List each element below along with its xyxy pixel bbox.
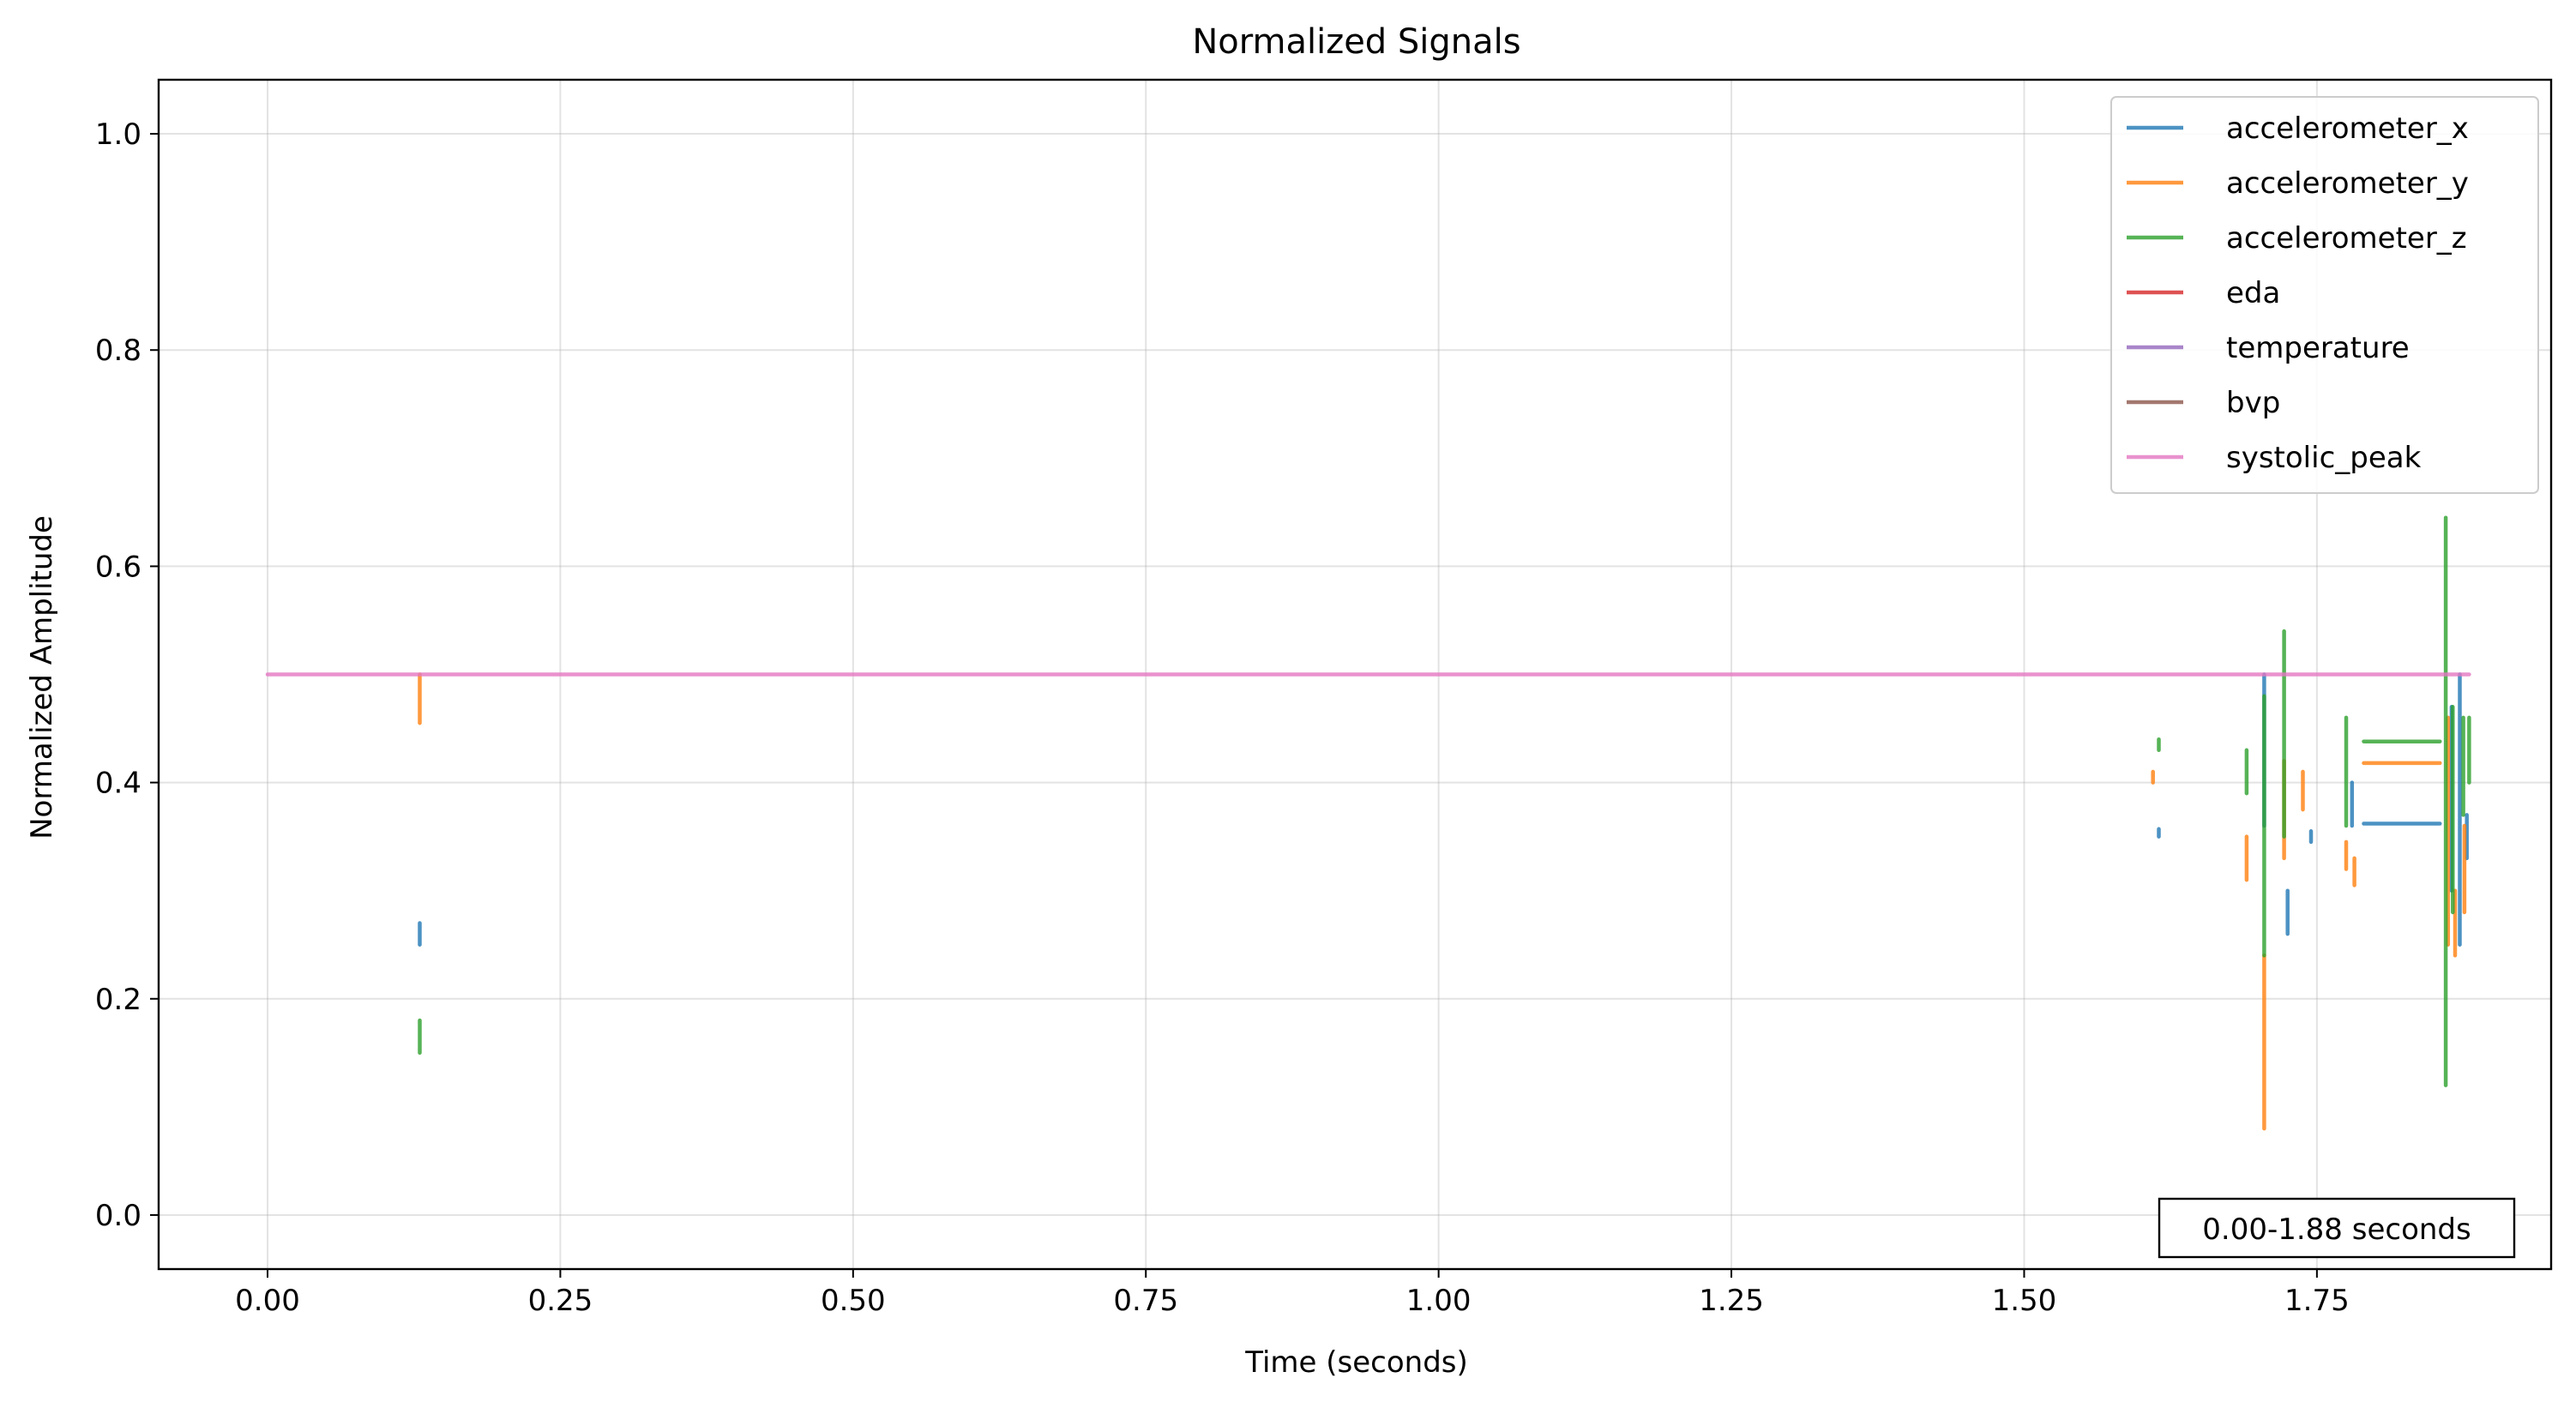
series-layer: [265, 515, 2471, 1131]
series-accelerometer-z: [418, 515, 2471, 1087]
y-tick-label: 0.0: [95, 1199, 141, 1233]
legend-label: accelerometer_x: [2226, 111, 2469, 146]
x-tick-label: 1.25: [1699, 1284, 1764, 1318]
legend-label: bvp: [2226, 386, 2280, 420]
time-range-annotation: 0.00-1.88 seconds: [2158, 1197, 2516, 1259]
y-tick-label: 0.2: [95, 983, 141, 1017]
chart-title: Normalized Signals: [1192, 22, 1520, 62]
x-axis-label: Time (seconds): [1244, 1345, 1468, 1380]
x-tick-label: 0.50: [821, 1284, 886, 1318]
y-axis-label: Normalized Amplitude: [25, 515, 59, 839]
legend-label: accelerometer_y: [2226, 166, 2469, 201]
x-tick-label: 0.75: [1113, 1284, 1178, 1318]
y-tick-label: 0.8: [95, 334, 141, 368]
x-tick-label: 0.00: [235, 1284, 300, 1318]
legend-label: accelerometer_z: [2226, 221, 2467, 256]
legend-label: eda: [2226, 276, 2280, 310]
tick-layer: 0.00 0.25 0.50 0.75 1.00 1.25 1.50 1.75 0.0 0.2 0.…: [95, 117, 2350, 1318]
legend-label: temperature: [2226, 331, 2410, 365]
x-tick-label: 1.00: [1406, 1284, 1472, 1318]
x-tick-label: 0.25: [528, 1284, 593, 1318]
plot-frame: [157, 78, 2553, 1271]
y-tick-label: 1.0: [95, 117, 141, 152]
x-tick-label: 1.50: [1992, 1284, 2057, 1318]
legend: accelerometer_x accelerometer_y accelerome…: [2110, 96, 2539, 494]
series-accelerometer-y: [418, 672, 2467, 1131]
x-tick-label: 1.75: [2284, 1284, 2350, 1318]
annotation-frame: [2158, 1197, 2516, 1259]
y-tick-label: 0.6: [95, 550, 141, 584]
annotation-text: 0.00-1.88 seconds: [2202, 1212, 2471, 1247]
legend-label: systolic_peak: [2226, 441, 2422, 475]
legend-frame: [2110, 96, 2539, 494]
y-tick-label: 0.4: [95, 767, 141, 801]
